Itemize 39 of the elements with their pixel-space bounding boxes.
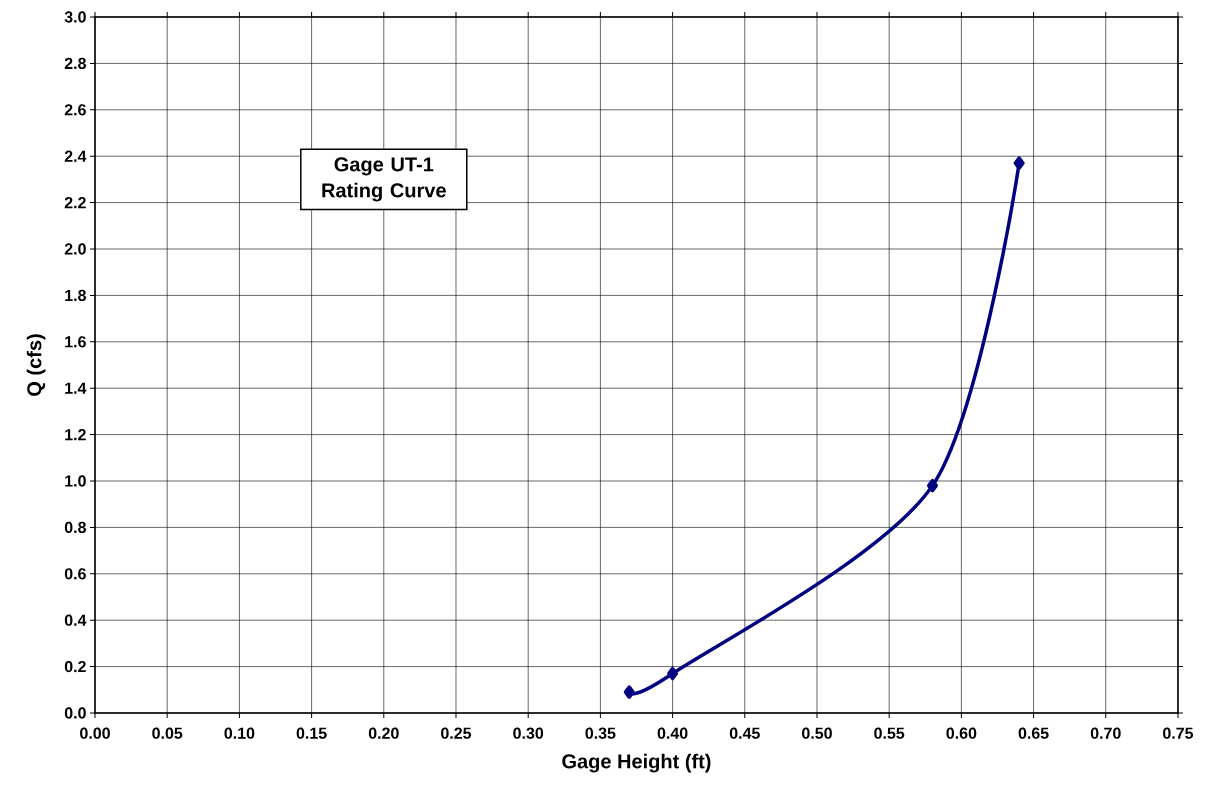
x-tick-label: 0.75 [1163, 727, 1194, 739]
y-tick-label: 2.0 [64, 243, 86, 255]
x-tick-label: 0.45 [729, 727, 760, 739]
x-tick-label: 0.50 [802, 727, 832, 739]
y-tick-label: 0.2 [64, 660, 86, 673]
y-tick-label: 1.6 [65, 336, 86, 348]
y-tick-label: 2.4 [64, 150, 87, 162]
y-tick-label: 1.8 [65, 289, 86, 302]
y-tick-label: 1.2 [65, 429, 86, 441]
y-tick-label: 2.6 [64, 104, 86, 116]
point [1013, 156, 1025, 170]
x-tick-label: 0.25 [441, 727, 472, 739]
y-tick-label: 0.0 [64, 707, 86, 719]
y-tick-label: 0.8 [64, 521, 86, 534]
point [926, 478, 938, 493]
x-tick-label: 0.40 [657, 727, 688, 739]
x-tick-label: 0.15 [296, 727, 327, 739]
y-tick-label: 2.8 [64, 57, 86, 70]
x-tick-label: 0.35 [585, 727, 616, 739]
x-tick-label: 0.60 [946, 727, 977, 739]
point [623, 685, 635, 699]
x-tick-label: 0.00 [80, 727, 110, 739]
y-axis-title: Q (cfs) [26, 334, 46, 396]
x-axis-title: Gage Height (ft) [562, 753, 711, 773]
point [667, 666, 679, 681]
text: Gage UT-1 Rating Curve [322, 157, 446, 202]
x-tick-label: 0.20 [368, 727, 399, 739]
y-tick-label: 0.4 [64, 614, 87, 626]
x-tick-label: 0.55 [874, 727, 905, 739]
x-tick-label: 0.10 [224, 727, 255, 739]
y-tick-label: 1.0 [65, 475, 86, 487]
y-tick-label: 0.6 [64, 568, 86, 580]
y-tick-label: 1.4 [65, 382, 87, 394]
x-tick-label: 0.70 [1090, 727, 1121, 739]
y-tick-label: 2.2 [64, 197, 86, 209]
x-tick-label: 0.65 [1018, 727, 1049, 739]
y-tick-label: 3.0 [64, 11, 86, 23]
x-tick-label: 0.30 [513, 727, 544, 739]
x-tick-label: 0.05 [152, 727, 183, 739]
